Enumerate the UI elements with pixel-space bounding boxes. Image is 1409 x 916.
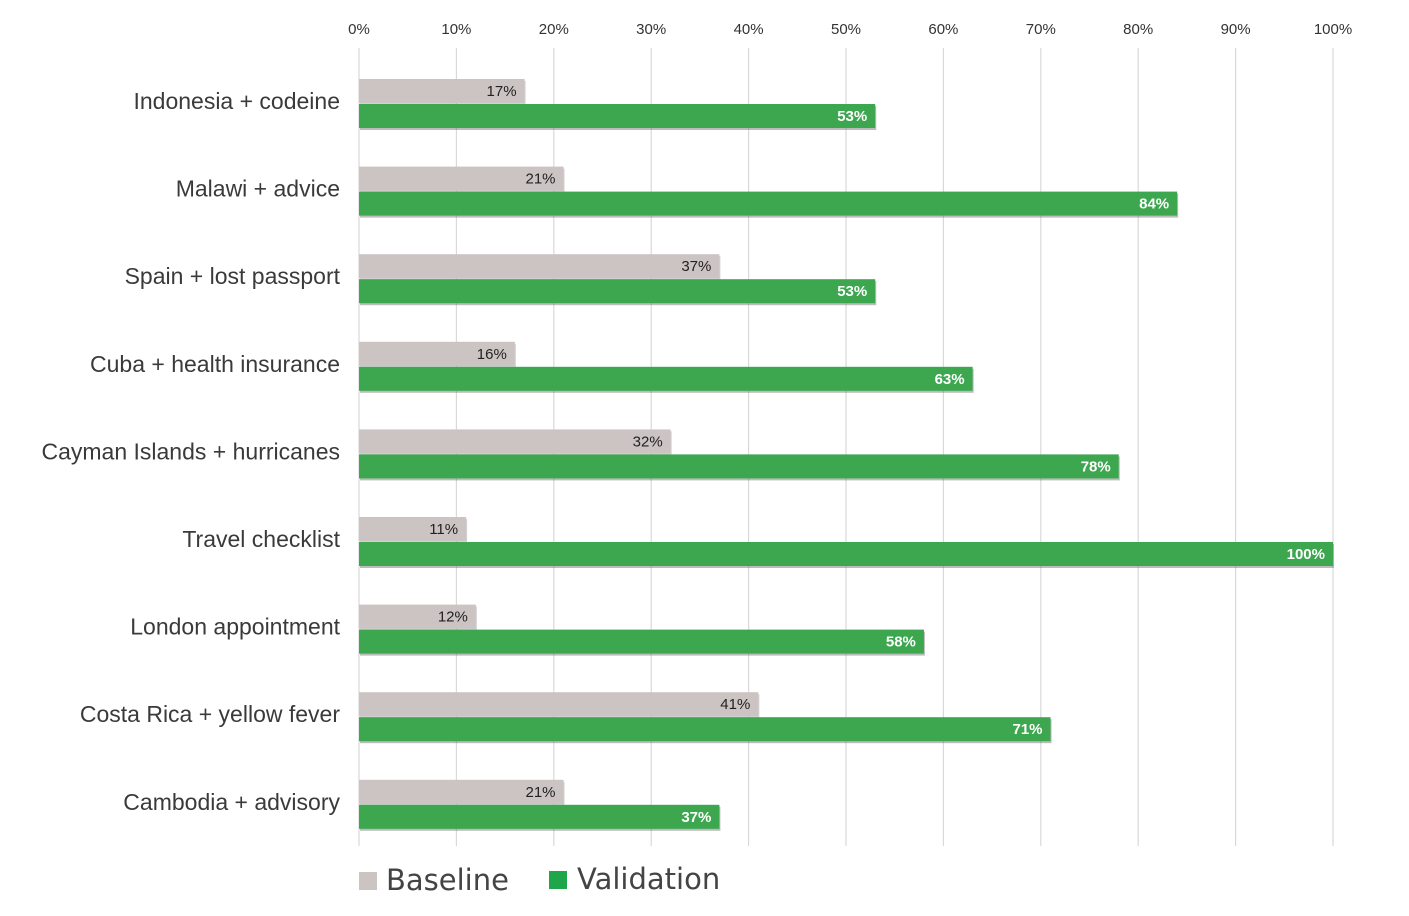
baseline-value-label: 37% xyxy=(681,258,711,275)
validation-bar xyxy=(359,629,924,654)
baseline-bar xyxy=(359,79,525,103)
validation-bar xyxy=(359,104,876,128)
validation-value-label: 63% xyxy=(935,371,965,388)
x-tick-label: 100% xyxy=(1314,21,1352,38)
baseline-value-label: 17% xyxy=(487,83,517,100)
x-tick-label: 30% xyxy=(636,21,666,38)
x-tick-label: 20% xyxy=(539,21,569,38)
validation-value-label: 84% xyxy=(1139,196,1169,213)
validation-bar xyxy=(359,279,876,304)
x-tick-label: 80% xyxy=(1123,21,1153,38)
x-tick-label: 50% xyxy=(831,21,861,38)
baseline-bar xyxy=(359,254,720,279)
category-label: Travel checklist xyxy=(182,526,340,552)
validation-value-label: 53% xyxy=(837,283,867,300)
validation-value-label: 100% xyxy=(1287,546,1325,563)
legend-label-validation: Validation xyxy=(577,862,720,896)
baseline-bar xyxy=(359,341,515,366)
category-label: Malawi + advice xyxy=(176,176,340,202)
validation-bar xyxy=(359,542,1333,566)
x-tick-label: 70% xyxy=(1026,21,1056,38)
category-label: Cambodia + advisory xyxy=(123,789,340,815)
x-tick-label: 90% xyxy=(1221,21,1251,38)
x-tick-label: 40% xyxy=(734,21,764,38)
validation-value-label: 37% xyxy=(681,809,711,826)
legend-label-baseline: Baseline xyxy=(386,863,509,897)
category-label: London appointment xyxy=(130,614,340,640)
baseline-value-label: 21% xyxy=(526,784,556,801)
category-label: Spain + lost passport xyxy=(125,263,341,289)
validation-value-label: 53% xyxy=(837,108,867,125)
category-label: Cayman Islands + hurricanes xyxy=(41,438,340,464)
x-tick-label: 60% xyxy=(928,21,958,38)
legend-swatch-validation xyxy=(549,871,567,889)
baseline-bar xyxy=(359,604,476,629)
validation-bar xyxy=(359,191,1178,216)
x-tick-label: 0% xyxy=(348,21,370,38)
x-tick-label: 10% xyxy=(441,21,471,38)
baseline-value-label: 16% xyxy=(477,346,507,363)
baseline-bar xyxy=(359,429,671,454)
baseline-value-label: 11% xyxy=(429,521,458,538)
baseline-bar xyxy=(359,166,564,191)
baseline-value-label: 32% xyxy=(633,433,663,450)
validation-bar xyxy=(359,366,973,391)
validation-bar xyxy=(359,717,1051,742)
baseline-bar xyxy=(359,692,759,717)
baseline-bar xyxy=(359,517,467,541)
legend: Baseline Validation xyxy=(359,862,720,897)
validation-value-label: 58% xyxy=(886,634,916,651)
baseline-bar xyxy=(359,779,564,804)
baseline-value-label: 21% xyxy=(526,171,556,188)
validation-value-label: 71% xyxy=(1013,721,1043,738)
category-label: Indonesia + codeine xyxy=(133,88,340,114)
bars: 17% 53% 21% 84% 37% 53% 16% 63% 32% 78% 11% 100% 12%… xyxy=(359,79,1334,831)
baseline-value-label: 41% xyxy=(720,696,750,713)
validation-bar xyxy=(359,804,720,829)
category-label: Costa Rica + yellow fever xyxy=(80,701,340,727)
validation-value-label: 78% xyxy=(1081,458,1111,475)
validation-bar xyxy=(359,454,1119,479)
baseline-value-label: 12% xyxy=(438,609,468,626)
x-axis-ticks: 0% 10% 20% 30% 40% 50% 60% 70% 80% 90% 100% xyxy=(348,21,1352,38)
category-label: Cuba + health insurance xyxy=(90,351,340,377)
legend-swatch-baseline xyxy=(359,872,377,890)
category-labels: Indonesia + codeine Malawi + advice Spain … xyxy=(41,88,340,815)
